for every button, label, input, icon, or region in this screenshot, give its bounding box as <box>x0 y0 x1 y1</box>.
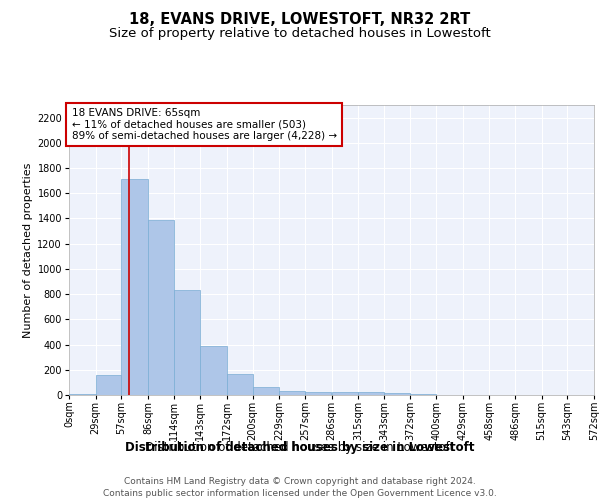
Bar <box>227 374 253 395</box>
Bar <box>69 394 95 395</box>
Bar <box>148 220 173 395</box>
Text: 18 EVANS DRIVE: 65sqm
← 11% of detached houses are smaller (503)
89% of semi-det: 18 EVANS DRIVE: 65sqm ← 11% of detached … <box>71 108 337 141</box>
Y-axis label: Number of detached properties: Number of detached properties <box>23 162 33 338</box>
Text: Distribution of detached houses by size in Lowestoft: Distribution of detached houses by size … <box>145 441 455 454</box>
Bar <box>121 180 148 395</box>
Bar <box>331 392 358 395</box>
Bar <box>384 393 410 395</box>
Text: 18, EVANS DRIVE, LOWESTOFT, NR32 2RT: 18, EVANS DRIVE, LOWESTOFT, NR32 2RT <box>130 12 470 28</box>
Bar <box>305 392 331 395</box>
Bar <box>279 390 305 395</box>
Text: Size of property relative to detached houses in Lowestoft: Size of property relative to detached ho… <box>109 28 491 40</box>
Bar <box>200 346 227 395</box>
Bar <box>253 387 279 395</box>
Text: Contains HM Land Registry data © Crown copyright and database right 2024.
Contai: Contains HM Land Registry data © Crown c… <box>103 476 497 498</box>
Bar <box>410 394 436 395</box>
Bar <box>95 375 121 395</box>
Bar <box>358 392 384 395</box>
Text: Distribution of detached houses by size in Lowestoft: Distribution of detached houses by size … <box>125 441 475 454</box>
Bar <box>173 290 200 395</box>
